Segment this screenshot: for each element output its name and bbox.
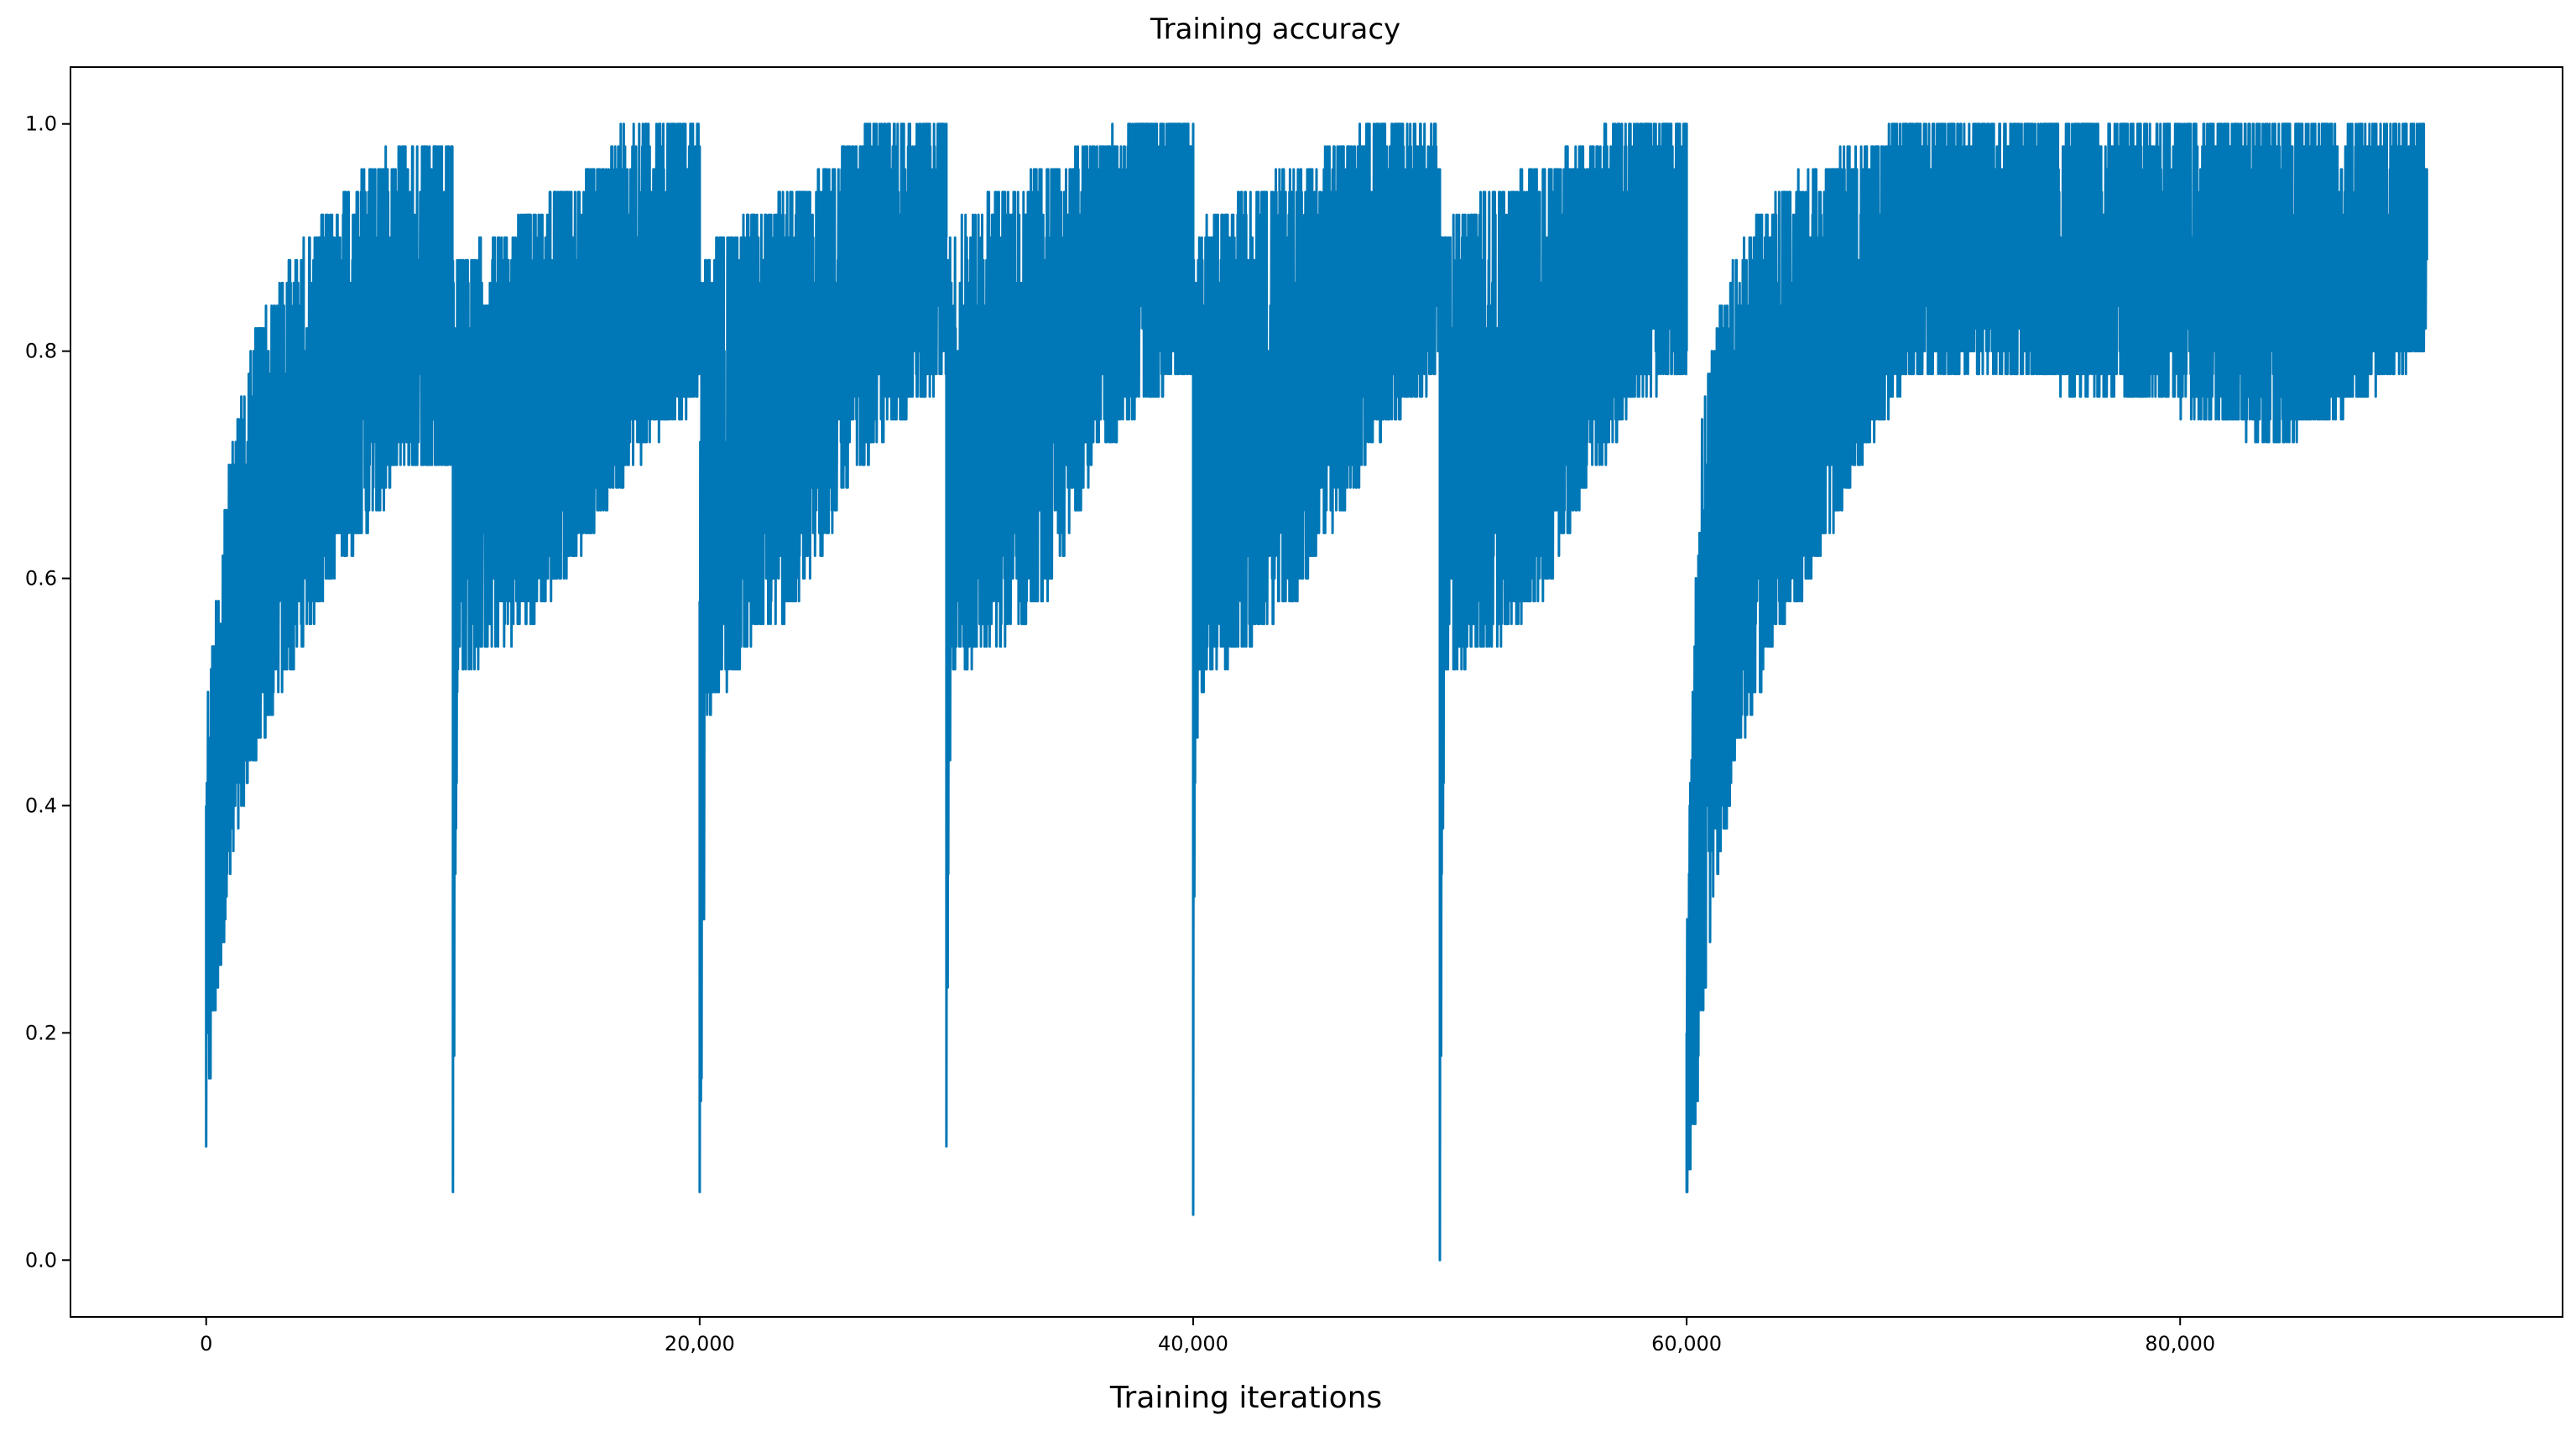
- series-line-segment-2: [451, 122, 701, 1194]
- x-tick-label: 0: [200, 1332, 212, 1356]
- chart-title: Training accuracy: [1150, 13, 1400, 46]
- series-line-segment-3: [698, 122, 948, 1194]
- y-axis: 0.0 0.2 0.4 0.6 0.8 1.0: [25, 112, 70, 1272]
- x-tick-label: 40,000: [1158, 1332, 1228, 1356]
- series-line-segment-6: [1438, 122, 1688, 1262]
- y-tick-label: 0.6: [25, 567, 57, 591]
- x-axis: 0 20,000 40,000 60,000 80,000: [200, 1317, 2215, 1356]
- y-tick-label: 0.0: [25, 1248, 57, 1272]
- series-line-segment-1: [205, 145, 455, 1148]
- x-axis-label: Training iterations: [1109, 1381, 1382, 1415]
- y-tick-label: 0.4: [25, 794, 57, 817]
- series-line-segment-4: [945, 122, 1195, 1148]
- series-line-segment-7: [1685, 122, 2428, 1194]
- series-line-segment-5: [1192, 122, 1442, 1216]
- plot-frame: [70, 66, 2563, 1318]
- x-tick-label: 80,000: [2145, 1332, 2215, 1356]
- y-tick-label: 0.8: [25, 340, 57, 363]
- y-tick-label: 0.2: [25, 1021, 57, 1044]
- x-tick-label: 60,000: [1651, 1332, 1722, 1356]
- y-tick-label: 1.0: [25, 112, 57, 136]
- series-group: [205, 122, 2428, 1262]
- x-tick-label: 20,000: [665, 1332, 735, 1356]
